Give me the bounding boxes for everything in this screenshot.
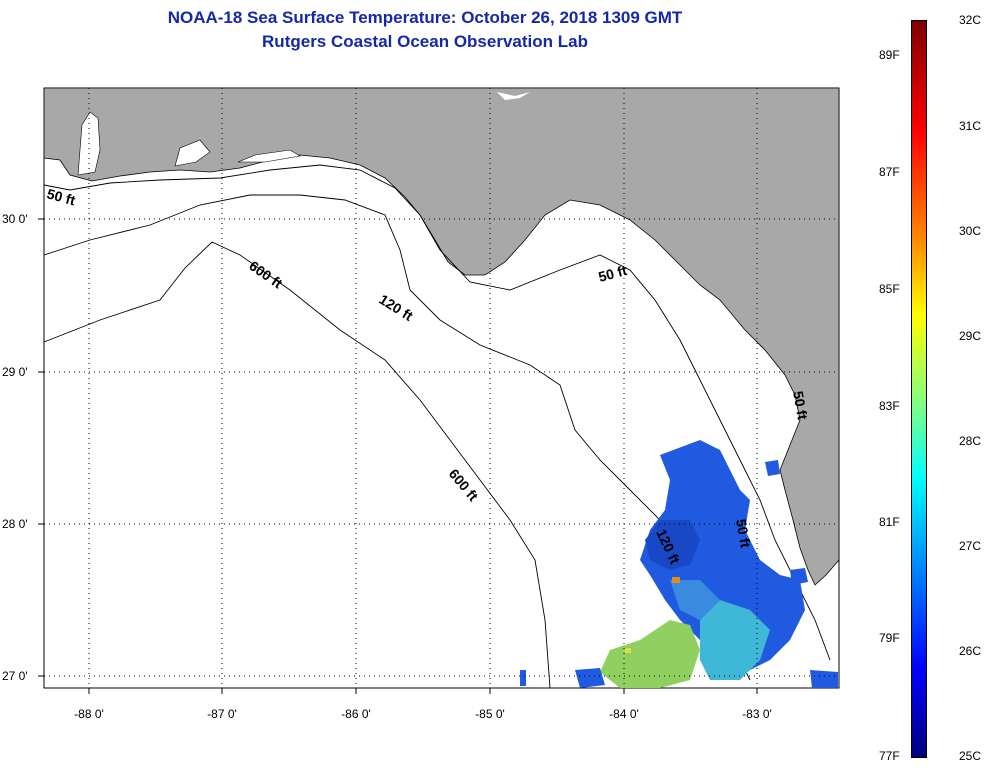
colorbar-fahrenheit-label: 85F — [879, 282, 900, 296]
colorbar-fahrenheit-label: 81F — [879, 515, 900, 529]
colorbar-celsius-label: 30C — [959, 224, 982, 238]
colorbar-fahrenheit-label: 87F — [879, 165, 900, 179]
contour-label: 50 ft — [597, 262, 629, 285]
lon-label: -84 0' — [609, 707, 639, 721]
colorbar-celsius-label: 32C — [959, 13, 982, 27]
lat-label: 29 0' — [2, 365, 28, 379]
colorbar-fahrenheit-label: 77F — [879, 749, 900, 763]
lat-label: 30 0' — [2, 212, 28, 226]
land-area — [43, 87, 840, 586]
colorbar-fahrenheit-label: 83F — [879, 399, 900, 413]
colorbar-celsius-label: 26C — [959, 644, 982, 658]
contour-label: 50 ft — [790, 390, 811, 421]
lon-label: -86 0' — [341, 707, 371, 721]
colorbar-fahrenheit-label: 79F — [879, 631, 900, 645]
map-title: NOAA-18 Sea Surface Temperature: October… — [167, 8, 683, 27]
colorbar-celsius-label: 27C — [959, 539, 982, 553]
colorbar-celsius-label: 25C — [959, 749, 982, 763]
gridlines — [44, 88, 839, 688]
contour-label: 50 ft — [45, 185, 77, 208]
temperature-colorbar — [911, 20, 927, 758]
contour-600ft — [43, 241, 551, 689]
pensacola-bay — [174, 139, 211, 167]
lake-okeechobee — [497, 92, 530, 100]
lon-label: -87 0' — [207, 707, 237, 721]
colorbar-celsius-label: 31C — [959, 119, 982, 133]
contour-120ft — [43, 194, 751, 681]
axis-ticks — [38, 218, 758, 694]
lat-label: 27 0' — [2, 669, 28, 683]
map-subtitle: Rutgers Coastal Ocean Observation Lab — [262, 32, 588, 51]
colorbar-celsius-label: 29C — [959, 329, 982, 343]
colorbar-celsius-label: 28C — [959, 434, 982, 448]
sst-data — [520, 440, 838, 688]
lon-label: -83 0' — [742, 707, 772, 721]
lon-label: -88 0' — [74, 707, 104, 721]
lon-label: -85 0' — [475, 707, 505, 721]
choctawhatchee-bay — [237, 149, 301, 163]
colorbar-fahrenheit-label: 89F — [879, 48, 900, 62]
contour-label: 50 ft — [733, 518, 754, 549]
lat-label: 28 0' — [2, 517, 28, 531]
